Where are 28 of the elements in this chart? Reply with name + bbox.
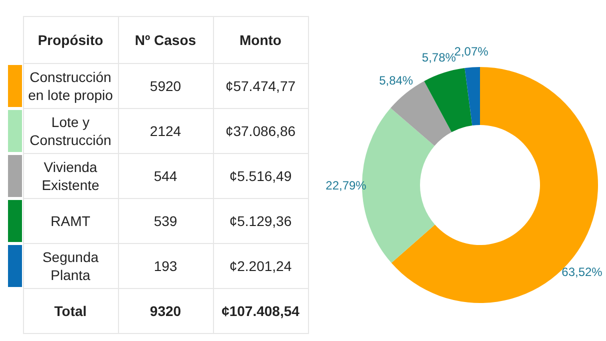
text: Monto — [213, 16, 308, 64]
data-label: 193 — [118, 244, 213, 288]
text: ¢107.408,54 — [222, 303, 300, 319]
data-label: ¢2.201,24 — [213, 244, 308, 288]
legend-title: Propósito — [23, 16, 118, 64]
category-label: Vivienda Existente — [23, 154, 118, 198]
data-label: 544 — [118, 154, 213, 198]
data-label: 2124 — [118, 108, 213, 154]
category-label: Construcción en lote propio — [23, 64, 118, 108]
data-label: 5,84% — [379, 74, 414, 88]
data-label: 5,78% — [422, 50, 456, 64]
data-label: ¢57.474,77 — [213, 64, 308, 108]
data-label: 2,07% — [454, 44, 489, 58]
data-label: ¢37.086,86 — [213, 108, 308, 154]
data-label: 22,79% — [326, 178, 367, 193]
text: Nº Casos — [118, 16, 213, 64]
data-label: 5920 — [118, 64, 213, 108]
data-label: ¢5.129,36 — [213, 198, 308, 244]
donut-slice — [464, 67, 480, 126]
data-label: 539 — [118, 198, 213, 244]
category-label: Lote y Construcción — [23, 108, 118, 154]
data-label: ¢5.516,49 — [213, 154, 308, 198]
category-label: RAMT — [23, 198, 118, 244]
text: 9320 — [150, 303, 182, 319]
donut-slice — [424, 68, 472, 132]
text: Total — [23, 288, 118, 334]
data-label: 63,52% — [562, 264, 603, 279]
category-label: Segunda Planta — [23, 244, 118, 288]
